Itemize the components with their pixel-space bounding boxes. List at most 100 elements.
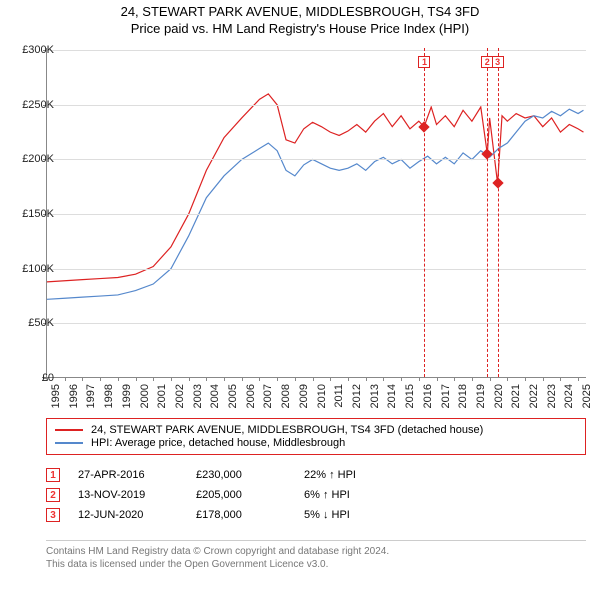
sale-pct: 5% ↓ HPI bbox=[304, 509, 424, 521]
x-tick bbox=[419, 377, 420, 381]
x-tick bbox=[330, 377, 331, 381]
x-axis-label: 2017 bbox=[440, 384, 452, 408]
x-axis-label: 2011 bbox=[333, 384, 345, 408]
x-axis-label: 2002 bbox=[174, 384, 186, 408]
x-tick bbox=[65, 377, 66, 381]
x-axis-label: 2003 bbox=[192, 384, 204, 408]
sale-price: £205,000 bbox=[196, 489, 286, 501]
sales-table: 1 27-APR-2016 £230,000 22% ↑ HPI 2 13-NOV-201… bbox=[46, 462, 586, 528]
sale-badge: 1 bbox=[46, 468, 60, 482]
x-tick bbox=[507, 377, 508, 381]
sale-row: 3 12-JUN-2020 £178,000 5% ↓ HPI bbox=[46, 508, 586, 522]
x-axis-label: 1998 bbox=[103, 384, 115, 408]
legend-row: 24, STEWART PARK AVENUE, MIDDLESBROUGH, … bbox=[55, 424, 577, 436]
x-axis-label: 1995 bbox=[50, 384, 62, 408]
legend-label: 24, STEWART PARK AVENUE, MIDDLESBROUGH, … bbox=[91, 424, 483, 436]
x-axis-label: 2001 bbox=[156, 384, 168, 408]
sale-row: 1 27-APR-2016 £230,000 22% ↑ HPI bbox=[46, 468, 586, 482]
x-tick bbox=[206, 377, 207, 381]
x-axis-label: 2008 bbox=[280, 384, 292, 408]
x-tick bbox=[348, 377, 349, 381]
x-axis-label: 1996 bbox=[68, 384, 80, 408]
x-axis-label: 1997 bbox=[85, 384, 97, 408]
gridline bbox=[47, 159, 586, 160]
x-tick bbox=[578, 377, 579, 381]
x-tick bbox=[560, 377, 561, 381]
x-axis-label: 2020 bbox=[493, 384, 505, 408]
x-axis-label: 2015 bbox=[404, 384, 416, 408]
x-tick bbox=[472, 377, 473, 381]
x-axis-label: 2025 bbox=[581, 384, 593, 408]
sale-pct: 22% ↑ HPI bbox=[304, 469, 424, 481]
x-tick bbox=[153, 377, 154, 381]
x-tick bbox=[118, 377, 119, 381]
x-axis-label: 2010 bbox=[316, 384, 328, 408]
x-tick bbox=[490, 377, 491, 381]
series-line bbox=[47, 94, 583, 282]
x-tick bbox=[437, 377, 438, 381]
gridline bbox=[47, 269, 586, 270]
x-tick bbox=[313, 377, 314, 381]
legend-row: HPI: Average price, detached house, Midd… bbox=[55, 437, 577, 449]
series-line bbox=[47, 109, 583, 299]
x-axis-label: 2016 bbox=[422, 384, 434, 408]
x-axis-label: 2023 bbox=[546, 384, 558, 408]
y-axis-label: £300K bbox=[22, 44, 54, 56]
x-tick bbox=[189, 377, 190, 381]
gridline bbox=[47, 214, 586, 215]
x-axis-label: 2012 bbox=[351, 384, 363, 408]
x-tick bbox=[543, 377, 544, 381]
y-axis-label: £150K bbox=[22, 208, 54, 220]
sale-pct: 6% ↑ HPI bbox=[304, 489, 424, 501]
x-tick bbox=[100, 377, 101, 381]
x-axis-label: 2013 bbox=[369, 384, 381, 408]
sale-date: 13-NOV-2019 bbox=[78, 489, 178, 501]
sale-badge: 3 bbox=[46, 508, 60, 522]
y-axis-label: £200K bbox=[22, 153, 54, 165]
sale-price: £178,000 bbox=[196, 509, 286, 521]
x-axis-label: 2022 bbox=[528, 384, 540, 408]
legend-label: HPI: Average price, detached house, Midd… bbox=[91, 437, 345, 449]
legend-swatch bbox=[55, 442, 83, 444]
chart-title-subtitle: Price paid vs. HM Land Registry's House … bbox=[0, 21, 600, 36]
sale-marker-line bbox=[498, 48, 499, 377]
y-axis-label: £0 bbox=[42, 372, 54, 384]
x-tick bbox=[136, 377, 137, 381]
sale-date: 12-JUN-2020 bbox=[78, 509, 178, 521]
chart-container: 24, STEWART PARK AVENUE, MIDDLESBROUGH, … bbox=[0, 0, 600, 590]
gridline bbox=[47, 50, 586, 51]
y-axis-label: £100K bbox=[22, 263, 54, 275]
x-axis-label: 2021 bbox=[510, 384, 522, 408]
legend-swatch bbox=[55, 429, 83, 431]
x-axis-label: 2009 bbox=[298, 384, 310, 408]
x-axis-label: 2005 bbox=[227, 384, 239, 408]
x-axis-label: 2007 bbox=[262, 384, 274, 408]
x-tick bbox=[82, 377, 83, 381]
x-tick bbox=[525, 377, 526, 381]
x-tick bbox=[224, 377, 225, 381]
sale-badge: 2 bbox=[46, 488, 60, 502]
gridline bbox=[47, 105, 586, 106]
x-tick bbox=[277, 377, 278, 381]
sale-marker-badge: 3 bbox=[492, 56, 504, 68]
sale-date: 27-APR-2016 bbox=[78, 469, 178, 481]
credits-line1: Contains HM Land Registry data © Crown c… bbox=[46, 545, 586, 558]
x-tick bbox=[454, 377, 455, 381]
plot-svg bbox=[47, 48, 587, 378]
x-tick bbox=[242, 377, 243, 381]
x-axis-label: 2000 bbox=[139, 384, 151, 408]
credits-block: Contains HM Land Registry data © Crown c… bbox=[46, 540, 586, 571]
x-tick bbox=[171, 377, 172, 381]
legend-box: 24, STEWART PARK AVENUE, MIDDLESBROUGH, … bbox=[46, 418, 586, 455]
y-axis-label: £250K bbox=[22, 99, 54, 111]
x-axis-label: 2019 bbox=[475, 384, 487, 408]
sale-price: £230,000 bbox=[196, 469, 286, 481]
chart-title-address: 24, STEWART PARK AVENUE, MIDDLESBROUGH, … bbox=[0, 4, 600, 19]
gridline bbox=[47, 323, 586, 324]
x-axis-label: 2014 bbox=[386, 384, 398, 408]
x-axis-label: 2018 bbox=[457, 384, 469, 408]
sale-marker-line bbox=[424, 48, 425, 377]
x-tick bbox=[295, 377, 296, 381]
sale-row: 2 13-NOV-2019 £205,000 6% ↑ HPI bbox=[46, 488, 586, 502]
x-tick bbox=[401, 377, 402, 381]
